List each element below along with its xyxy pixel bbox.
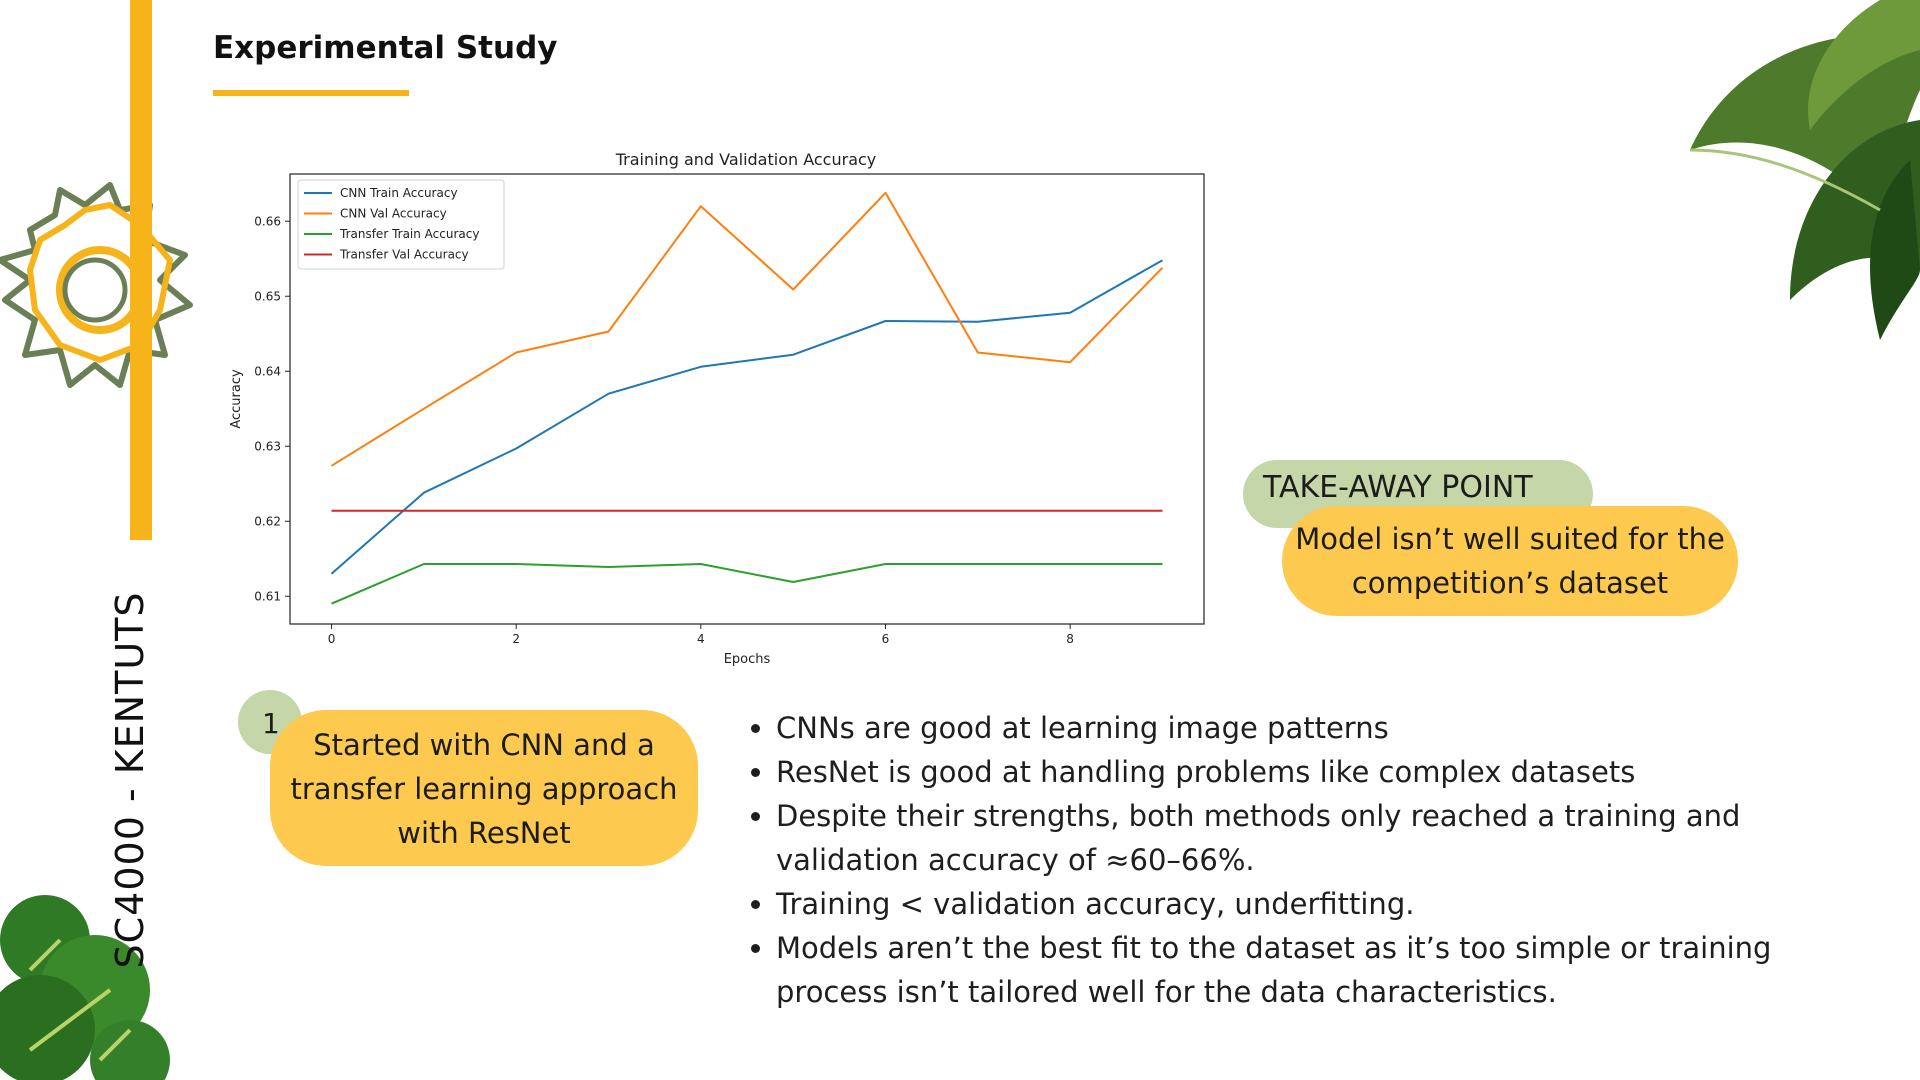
series-line-cnn-train-accuracy: [330, 259, 1163, 575]
accent-vertical-bar: [130, 0, 152, 540]
chart-legend: CNN Train Accuracy CNN Val Accuracy Transf…: [297, 179, 505, 270]
x-tick-label: 2: [512, 632, 520, 646]
x-axis-label: Epochs: [724, 652, 771, 667]
page-title: Experimental Study: [213, 30, 558, 66]
bush-decoration-bottom-left: [0, 895, 170, 1080]
y-tick-label: 0.61: [254, 589, 281, 603]
bullet-item: Training < validation accuracy, underfit…: [776, 882, 1816, 926]
x-tick-label: 6: [882, 632, 890, 646]
bullet-item: ResNet is good at handling problems like…: [776, 750, 1816, 794]
findings-bullet-list: CNNs are good at learning image patterns…: [742, 706, 1816, 1014]
bullet-item: CNNs are good at learning image patterns: [776, 706, 1816, 750]
y-tick-label: 0.62: [254, 514, 281, 528]
takeaway-text-pill: Model isn’t well suited for the competit…: [1282, 506, 1738, 616]
leaf-decoration-top-right: [1689, 0, 1920, 340]
x-tick-label: 4: [697, 632, 705, 646]
title-underline: [213, 90, 409, 96]
legend-label: CNN Val Accuracy: [340, 207, 447, 221]
series-line-cnn-val-accuracy: [330, 191, 1164, 467]
legend-label: CNN Train Accuracy: [340, 186, 458, 200]
step-text-pill: Started with CNN and a transfer learning…: [270, 710, 698, 866]
accuracy-line-chart: Training and Validation Accuracy 0.610.6…: [229, 150, 1205, 667]
legend-label: Transfer Val Accuracy: [339, 248, 469, 262]
y-axis-label: Accuracy: [229, 369, 244, 429]
chart-title: Training and Validation Accuracy: [615, 150, 877, 169]
x-axis-ticks: 0 2 4 6 8: [328, 624, 1074, 646]
side-label-text: SC4000 - KENTUTS: [108, 591, 152, 969]
bullet-item: Despite their strengths, both methods on…: [776, 794, 1816, 882]
y-tick-label: 0.64: [254, 364, 281, 378]
x-tick-label: 8: [1066, 632, 1074, 646]
series-lines: [330, 191, 1164, 605]
x-tick-label: 0: [328, 632, 336, 646]
sun-doodle-decoration: [0, 182, 193, 388]
bullet-item: Models aren’t the best fit to the datase…: [776, 926, 1816, 1014]
y-tick-label: 0.66: [254, 214, 281, 228]
y-tick-label: 0.65: [254, 289, 281, 303]
y-axis-ticks: 0.61 0.62 0.63 0.64 0.65 0.66: [254, 214, 290, 603]
series-line-transfer-train-accuracy: [331, 563, 1163, 605]
legend-box: [297, 179, 505, 270]
y-tick-label: 0.63: [254, 439, 281, 453]
legend-label: Transfer Train Accuracy: [339, 227, 479, 241]
